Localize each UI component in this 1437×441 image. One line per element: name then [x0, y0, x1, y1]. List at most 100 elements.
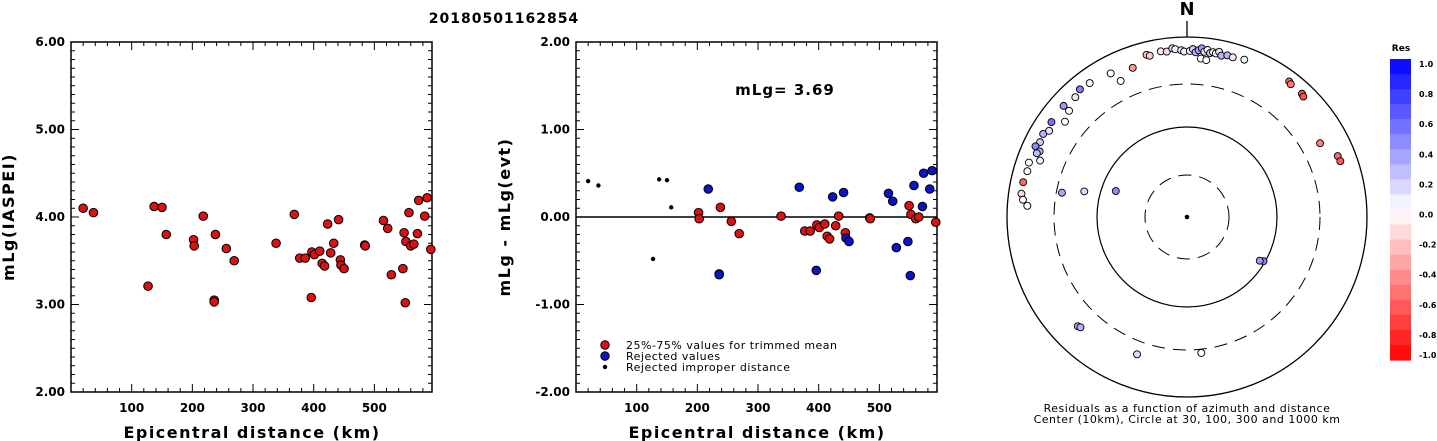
colorbar-cell — [1390, 89, 1411, 105]
north-label: N — [1179, 0, 1194, 20]
trimmed-point — [333, 214, 344, 225]
left-y-tick-label: 3.00 — [35, 298, 65, 312]
station-residual-point — [1057, 188, 1066, 197]
trimmed-point — [833, 211, 844, 221]
improper-distance-point — [596, 183, 601, 188]
station-residual-point — [1075, 85, 1084, 94]
colorbar-cell — [1390, 179, 1411, 196]
colorbar-tick-label: 0.2 — [1419, 180, 1433, 189]
improper-distance-point — [585, 178, 591, 184]
station-residual-point — [1116, 77, 1125, 85]
trimmed-point — [830, 220, 841, 231]
middle-x-tick-label: 300 — [745, 401, 770, 415]
colorbar-cells — [1390, 59, 1411, 361]
figure-title: 20180501162854 — [429, 11, 579, 27]
legend-label-rejected: Rejected values — [626, 350, 721, 363]
colorbar-tick-label: -0.6 — [1419, 301, 1437, 310]
trimmed-point — [221, 243, 232, 254]
station-residual-point — [1045, 126, 1054, 135]
trimmed-point — [378, 215, 389, 226]
rejected-point — [924, 184, 935, 194]
left-x-axis-label: Epicentral distance (km) — [123, 423, 380, 441]
left-x-tick-labels: 100 200 300 400 500 — [119, 401, 387, 415]
trimmed-point — [425, 244, 436, 255]
middle-y-tick-label: 1.00 — [540, 123, 570, 137]
improper-distance-point — [650, 256, 656, 262]
left-y-tick-label: 4.00 — [35, 210, 65, 224]
legend-label-improper: Rejected improper distance — [626, 361, 791, 374]
station-residual-point — [1106, 69, 1115, 78]
legend: 25%-75% values for trimmed mean Rejected… — [600, 339, 837, 374]
plot-frame-left — [70, 41, 433, 393]
trimmed-point — [143, 281, 153, 291]
station-residual-point — [1145, 51, 1154, 60]
middle-x-tick-labels: 100 200 300 400 500 — [624, 401, 892, 415]
station-residual-point — [1228, 53, 1237, 62]
trimmed-point — [319, 261, 330, 271]
improper-distance-point — [656, 177, 662, 182]
rejected-point — [703, 184, 714, 194]
trimmed-point — [300, 253, 310, 263]
station-residual-point — [1111, 187, 1120, 196]
middle-y-tick-label: 0.00 — [540, 210, 570, 224]
trimmed-point — [726, 216, 737, 227]
left-y-tick-label: 5.00 — [35, 123, 65, 137]
colorbar-tick-label: -0.4 — [1419, 271, 1437, 280]
trimmed-point — [715, 202, 726, 213]
middle-x-tick-label: 200 — [685, 401, 710, 415]
rejected-point — [917, 201, 928, 212]
trimmed-point — [161, 229, 172, 240]
colorbar-cell — [1390, 344, 1411, 361]
left-axis-ticks — [70, 41, 432, 393]
trimmed-point — [865, 213, 876, 224]
station-residual-point — [1240, 55, 1249, 64]
rejected-point — [714, 269, 724, 280]
colorbar-tick-label: 0.0 — [1419, 211, 1434, 220]
colorbar-cell — [1390, 119, 1411, 135]
rejected-point — [794, 182, 805, 193]
trimmed-point — [78, 203, 88, 214]
middle-y-tick-label: -2.00 — [535, 385, 570, 399]
trimmed-point — [209, 297, 219, 307]
trimmed-point — [149, 201, 159, 212]
trimmed-point — [314, 246, 325, 256]
middle-y-tick-label: 2.00 — [540, 35, 570, 49]
station-residual-point — [1019, 195, 1027, 204]
middle-x-tick-label: 100 — [624, 401, 649, 415]
station-residual-point — [1255, 256, 1264, 265]
left-y-tick-label: 2.00 — [35, 385, 65, 399]
trimmed-point — [412, 228, 423, 239]
trimmed-point — [360, 241, 371, 251]
trimmed-point — [198, 211, 209, 221]
colorbar-title: Res — [1392, 44, 1410, 54]
legend-marker-trimmed — [600, 340, 610, 350]
middle-y-tick-label: -1.00 — [535, 298, 570, 312]
trimmed-point — [819, 219, 830, 229]
left-x-tick-label: 100 — [119, 401, 144, 415]
station-residual-point — [1024, 158, 1033, 167]
rejected-point — [909, 180, 919, 191]
colorbar-cell — [1390, 104, 1411, 120]
colorbar-cell — [1390, 74, 1411, 90]
colorbar-tick-label: 0.8 — [1419, 90, 1434, 99]
rejected-point — [927, 165, 937, 176]
station-residual-point — [1065, 106, 1073, 115]
ring-100km — [1096, 126, 1278, 308]
trimmed-point — [400, 297, 411, 308]
station-residual-point — [1019, 178, 1028, 187]
trimmed-point — [306, 292, 317, 303]
left-y-tick-label: 6.00 — [35, 35, 65, 49]
ring-30km — [1144, 174, 1230, 260]
rejected-point — [918, 168, 929, 179]
trimmed-point — [328, 238, 339, 249]
rejected-point — [887, 196, 898, 207]
rejected-point — [838, 187, 849, 198]
station-residual-point — [1047, 118, 1056, 127]
colorbar-tick-label: -1.0 — [1419, 351, 1437, 360]
colorbar-cell — [1390, 314, 1411, 331]
panel-azimuth-polar: N Residuals as a function of azimuth and… — [1006, 0, 1368, 426]
station-residual-point — [1032, 149, 1041, 158]
middle-y-tick-labels: 2.00 1.00 0.00 -1.00 -2.00 — [535, 35, 570, 399]
legend-marker-rejected — [600, 351, 610, 361]
trimmed-point — [404, 207, 414, 218]
